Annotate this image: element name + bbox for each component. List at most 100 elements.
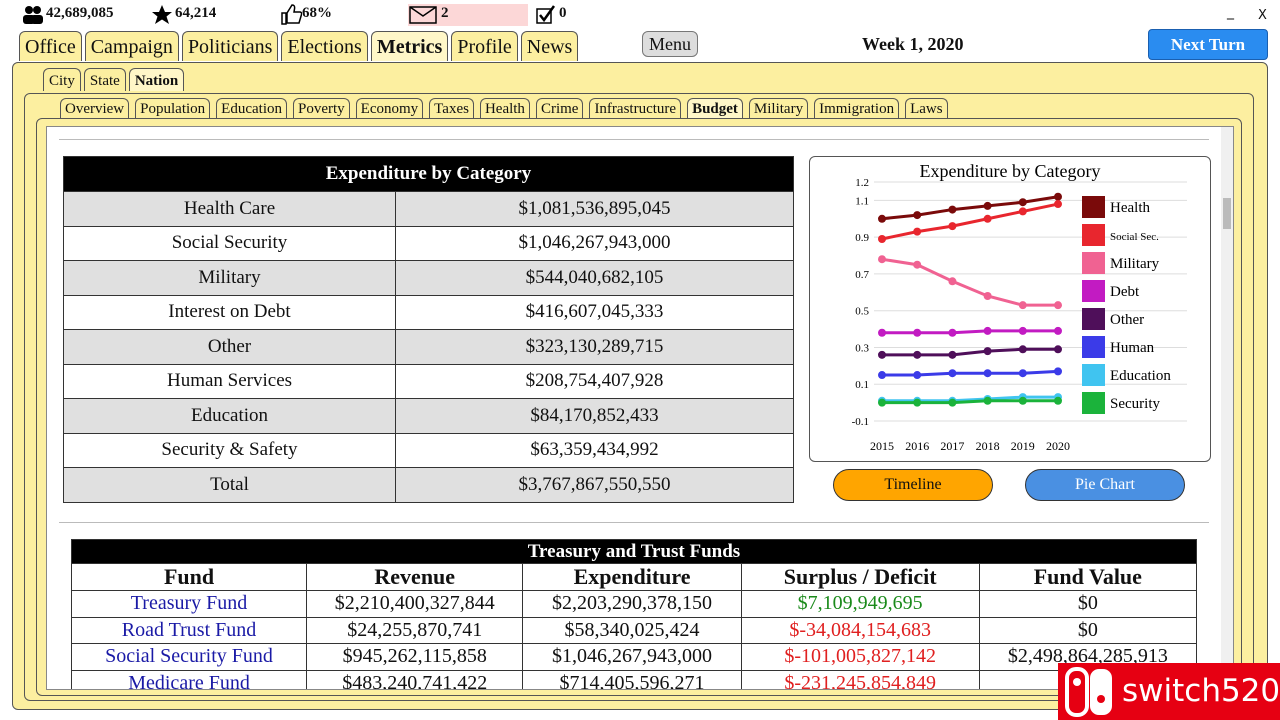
chart-title: Expenditure by Category (920, 161, 1101, 181)
tab[interactable]: State (83, 68, 126, 91)
tab[interactable]: Population (135, 98, 211, 118)
data-point (913, 227, 922, 236)
content: Expenditure by Category Health Care $1,081… (46, 126, 1234, 690)
column-header: Surplus / Deficit (740, 563, 980, 591)
expenditure-table: Expenditure by Category Health Care $1,081… (63, 156, 794, 503)
separator (59, 139, 1209, 140)
fund-amount: $714,405,596,271 (522, 669, 742, 689)
table-title: Expenditure by Category (63, 156, 794, 192)
data-point (948, 328, 957, 337)
row: Other $323,130,289,715 (63, 329, 794, 365)
row: Security & Safety $63,359,434,992 (63, 432, 794, 468)
data-point (878, 350, 886, 359)
legend-swatch (1082, 392, 1105, 414)
minimize[interactable]: _ (1227, 4, 1234, 20)
messages-box[interactable] (408, 4, 528, 26)
tab[interactable]: Education (216, 98, 287, 118)
title-row: Treasury and Trust Funds (71, 539, 1197, 564)
fund-amount: $-34,084,154,683 (740, 616, 980, 644)
data-point (948, 350, 957, 359)
fund-name[interactable]: Medicare Fund (70, 669, 308, 689)
scrollbar[interactable] (1221, 127, 1233, 689)
fund-name[interactable]: Treasury Fund (70, 590, 308, 618)
y-tick-label: 1.2 (855, 177, 869, 189)
metric-tabs: Overview Population Education Poverty Econom… (60, 98, 948, 118)
legend-swatch (1082, 280, 1105, 302)
amount: $3,767,867,550,550 (395, 467, 794, 503)
x-tick-label: 2016 (905, 439, 929, 453)
column-header: Fund Value (978, 563, 1198, 591)
tab[interactable]: Economy (355, 98, 424, 118)
data-point (1018, 326, 1027, 335)
header-row: Fund Revenue Expenditure Surplus / Deficit F… (70, 563, 1198, 591)
data-point (1054, 200, 1062, 209)
tab[interactable]: Nation (128, 68, 185, 91)
tab[interactable]: Profile (451, 31, 518, 61)
legend-label: Military (1110, 256, 1160, 272)
watermark-logo (1065, 667, 1112, 717)
tab[interactable]: Immigration (814, 98, 900, 118)
timeline-button[interactable]: Timeline (833, 469, 993, 501)
legend-label: Human (1110, 340, 1155, 356)
fund-amount: $58,340,025,424 (522, 616, 742, 644)
y-tick-label: 1.1 (855, 195, 869, 207)
menu-button[interactable]: Menu (642, 31, 698, 57)
row: Social Security $1,046,267,943,000 (63, 225, 794, 261)
tab[interactable]: Infrastructure (589, 98, 682, 118)
fund-amount: $483,240,741,422 (306, 669, 524, 689)
tab[interactable]: Military (748, 98, 809, 118)
column-header: Fund (70, 563, 308, 591)
fund-name[interactable]: Road Trust Fund (70, 616, 308, 644)
approval-icon (281, 4, 302, 25)
week: Week 1, 2020 (862, 34, 964, 54)
fund-amount: $945,262,115,858 (306, 643, 524, 671)
series-line (881, 202, 1059, 241)
tab[interactable]: Elections (281, 31, 368, 61)
population-icon (23, 6, 43, 24)
y-tick-label: 0.9 (855, 232, 869, 244)
data-point (1018, 345, 1027, 354)
y-tick-label: 0.7 (855, 269, 869, 281)
tab[interactable]: Crime (535, 98, 584, 118)
category: Education (63, 398, 396, 434)
row: Medicare Fund $483,240,741,422 $714,405,59… (70, 669, 1197, 689)
next-turn-button[interactable]: Next Turn (1148, 29, 1268, 60)
tab[interactable]: Laws (905, 98, 948, 118)
scroll-thumb[interactable] (1223, 198, 1231, 229)
tab[interactable]: News (520, 31, 579, 61)
legend-swatch (1082, 364, 1105, 386)
chart: Expenditure by Category 1.2 1.1 0.9 0.7 0.5 0.… (852, 161, 1187, 453)
legend-label: Education (1110, 368, 1171, 384)
y-tick-label: 0.3 (855, 342, 869, 354)
tab[interactable]: Politicians (181, 31, 279, 61)
table-title: Treasury and Trust Funds (71, 539, 1197, 564)
legend-label: Health (1110, 200, 1150, 216)
data-point (913, 328, 922, 337)
tab[interactable]: City (43, 68, 81, 91)
fund-amount: $0 (978, 590, 1198, 618)
data-point (983, 291, 992, 300)
fund-amount: $24,255,870,741 (306, 616, 524, 644)
data-point (913, 260, 922, 269)
tab[interactable]: Metrics (370, 31, 449, 61)
tab[interactable]: Budget (687, 98, 743, 118)
tab[interactable]: Overview (60, 98, 130, 118)
data-point (1054, 192, 1062, 201)
data-point (913, 398, 922, 407)
tab[interactable]: Office (19, 31, 82, 61)
series-line (882, 395, 1058, 403)
x-tick-label: 2019 (1011, 439, 1035, 453)
data-point (1054, 301, 1062, 310)
tab[interactable]: Campaign (84, 31, 179, 61)
category: Interest on Debt (63, 294, 396, 330)
tab[interactable]: Health (479, 98, 530, 118)
tab[interactable]: Poverty (293, 98, 350, 118)
tab[interactable]: Taxes (429, 98, 474, 118)
data-point (983, 201, 992, 210)
legend-label: Other (1110, 312, 1144, 328)
pie-chart-button[interactable]: Pie Chart (1025, 469, 1185, 501)
legend-label: Debt (1110, 284, 1140, 300)
close[interactable]: X (1258, 8, 1267, 23)
data-point (983, 326, 992, 335)
fund-name[interactable]: Social Security Fund (70, 643, 308, 671)
